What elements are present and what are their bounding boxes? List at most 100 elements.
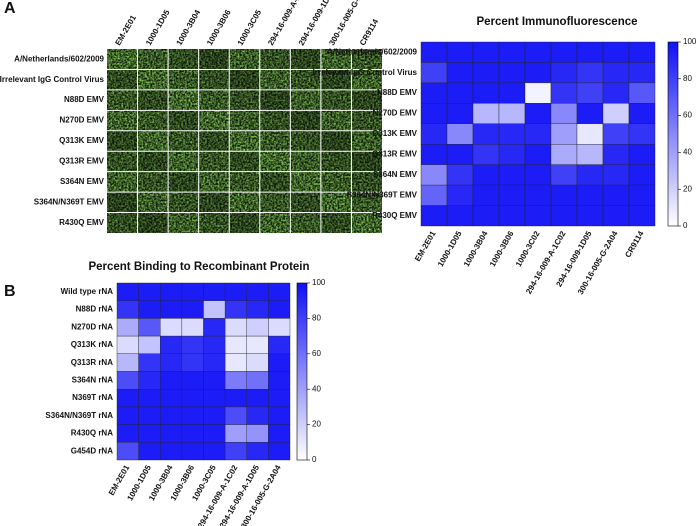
micrograph-shade <box>259 192 291 213</box>
micrograph-shade <box>168 171 199 193</box>
heatmap-cell <box>498 205 526 227</box>
heatmap-cell <box>420 164 448 186</box>
micrograph-shade <box>351 110 382 131</box>
heatmap-cell <box>498 184 526 206</box>
heatmap-cell <box>524 205 552 227</box>
micrograph-shade <box>107 110 138 131</box>
heatmap-cell <box>628 123 656 145</box>
row-label: Q313K EMV <box>59 136 105 145</box>
colorbar-tick-label: 40 <box>312 384 321 393</box>
heatmap-cell <box>138 371 161 390</box>
heatmap-cell <box>602 62 630 84</box>
micrograph-shade <box>320 151 352 172</box>
colorbar-tick-label: 80 <box>683 74 692 83</box>
row-label: Q313R EMV <box>59 157 105 166</box>
micrograph-shade <box>229 49 260 70</box>
heatmap-cell <box>181 318 204 337</box>
heatmap-cell <box>550 144 578 165</box>
heatmap-cell <box>576 164 604 186</box>
heatmap-cell <box>268 335 291 355</box>
heatmap-cell <box>224 442 247 461</box>
heatmap-cell <box>550 205 578 227</box>
heatmap-cell <box>498 123 526 145</box>
column-label: 1000-3C05 <box>236 8 264 47</box>
heatmap-cell <box>420 205 448 227</box>
heatmap-cell <box>116 335 139 355</box>
column-label: EM-2E01 <box>413 229 438 263</box>
heatmap-cell <box>116 300 139 319</box>
heatmap-cell <box>628 62 656 84</box>
micrograph-shade <box>137 192 169 213</box>
micrograph-shade <box>107 130 138 152</box>
heatmap-cell <box>203 318 226 337</box>
row-label: N270D rNA <box>71 322 113 331</box>
heatmap-cell <box>550 123 578 145</box>
heatmap-cell <box>203 371 226 390</box>
row-label: S364N EMV <box>60 177 105 186</box>
column-label: CR9114 <box>358 17 381 47</box>
heatmap-cell <box>268 318 291 337</box>
colorbar-tick-label: 80 <box>312 314 321 323</box>
micrograph-shade <box>168 130 199 152</box>
heatmap-cell <box>268 353 291 372</box>
heatmap-cell <box>602 41 630 63</box>
colorbar-tick-label: 20 <box>312 420 321 429</box>
heatmap-cell <box>550 164 578 186</box>
heatmap-cell <box>160 424 183 443</box>
heatmap-cell <box>181 335 204 355</box>
micrograph-shade <box>198 69 230 90</box>
heatmap-cell <box>138 318 161 337</box>
heatmap-cell <box>138 389 161 408</box>
micrograph-shade <box>259 110 291 131</box>
heatmap-cell <box>498 82 526 104</box>
micrograph-shade <box>290 49 321 70</box>
micrograph-shade <box>137 110 169 131</box>
column-label: CR9114 <box>623 229 646 259</box>
heatmap-cell <box>576 62 604 84</box>
colorbar-tick-label: 0 <box>683 221 688 230</box>
heatmap-cell <box>203 335 226 355</box>
micrograph-shade <box>198 171 230 193</box>
heatmap-cell <box>116 389 139 408</box>
heatmap-cell <box>116 353 139 372</box>
heatmap-cell <box>420 82 448 104</box>
micrograph-shade <box>290 69 321 90</box>
micrograph-shade <box>107 151 138 172</box>
column-label: 294-16-009-A-1C02 <box>196 463 240 526</box>
heatmap-cell <box>246 335 269 355</box>
heatmap-cell <box>628 205 656 227</box>
micrograph-shade <box>198 49 230 70</box>
heatmap-cell <box>116 318 139 337</box>
micrograph-shade <box>351 171 382 193</box>
row-label: Q313K EMV <box>372 129 418 138</box>
heatmap-cell <box>446 41 474 63</box>
row-label: A/Netherlands/602/2009 <box>327 47 417 56</box>
heatmap-cell <box>224 282 247 301</box>
heatmap-cell <box>181 389 204 408</box>
heatmap-cell <box>246 300 269 319</box>
panel-label: A <box>4 0 16 17</box>
heatmap-cell <box>160 318 183 337</box>
column-label: 1000-3B06 <box>488 229 516 268</box>
heatmap-cell <box>550 82 578 104</box>
micrograph-shade <box>229 151 260 172</box>
heatmap-cell <box>524 62 552 84</box>
heatmap-cell <box>576 103 604 124</box>
heatmap-cell <box>524 184 552 206</box>
micrograph-shade <box>259 69 291 90</box>
row-label: R430Q EMV <box>372 211 418 220</box>
row-label: N88D EMV <box>64 95 105 104</box>
heatmap-cell <box>472 62 500 84</box>
heatmap-cell <box>246 406 269 425</box>
heatmap-cell <box>472 144 500 165</box>
heatmap-cell <box>472 123 500 145</box>
heatmap-cell <box>602 164 630 186</box>
heatmap-cell <box>224 389 247 408</box>
heatmap-cell <box>420 184 448 206</box>
micrograph-shade <box>198 192 230 213</box>
micrograph-shade <box>351 192 382 213</box>
row-label: N88D EMV <box>377 88 418 97</box>
colorbar-tick-label: 60 <box>312 349 321 358</box>
row-label: Q313R EMV <box>372 150 418 159</box>
micrograph-shade <box>137 151 169 172</box>
